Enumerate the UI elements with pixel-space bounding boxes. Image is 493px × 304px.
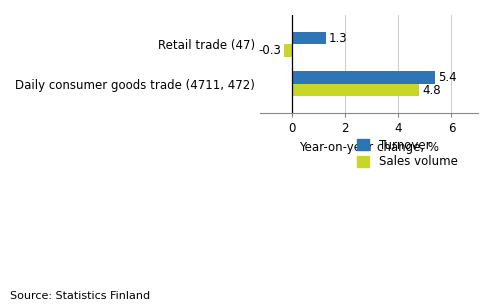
Bar (283, 44, 292, 57)
Bar (292, 84, 420, 96)
Text: 1.3: 1.3 (329, 32, 348, 45)
Bar (292, 71, 435, 84)
Text: 4.8: 4.8 (422, 84, 441, 97)
X-axis label: Year-on-year change, %: Year-on-year change, % (299, 141, 439, 154)
Bar (292, 32, 326, 44)
Text: -0.3: -0.3 (258, 44, 281, 57)
Legend: Turnover, Sales volume: Turnover, Sales volume (357, 139, 458, 168)
Text: 5.4: 5.4 (438, 71, 457, 84)
Text: Source: Statistics Finland: Source: Statistics Finland (10, 291, 150, 301)
